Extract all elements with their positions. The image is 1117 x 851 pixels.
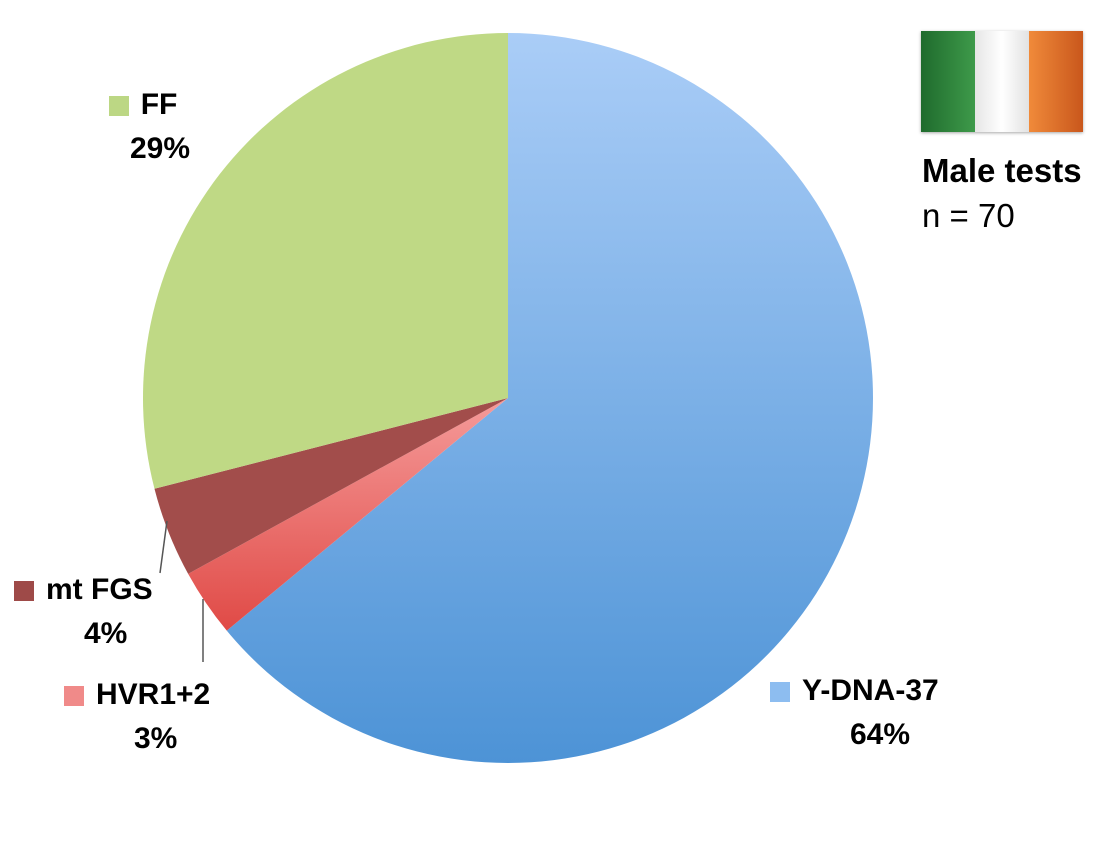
slice-ff	[142, 33, 508, 489]
ireland-flag-icon	[921, 31, 1083, 132]
ff-percent: 29%	[130, 132, 191, 165]
hvr-label: HVR1+2	[96, 678, 211, 711]
slice-mt-fgs	[154, 398, 508, 574]
chart-subtitle: n = 70	[922, 197, 1015, 234]
ff-label: FF	[140, 88, 178, 121]
slice-label-ydna: Y-DNA-37 64%	[770, 676, 939, 750]
mt-fgs-swatch	[14, 581, 34, 602]
flag-white-band	[975, 31, 1029, 132]
ff-swatch	[108, 96, 129, 117]
flag-orange-band	[1029, 31, 1083, 132]
ydna-swatch	[770, 682, 790, 703]
mt-fgs-label: mt FGS	[46, 573, 153, 606]
slice-label-ff: FF 29%	[96, 90, 190, 164]
ydna-label: Y-DNA-37	[802, 674, 939, 707]
slice-hvr1-2	[188, 398, 508, 631]
mt-fgs-percent: 4%	[84, 617, 128, 650]
chart-title: Male tests	[922, 152, 1082, 189]
ydna-percent: 64%	[850, 718, 911, 751]
hvr-swatch	[64, 686, 84, 707]
slice-label-hvr: HVR1+2 3%	[64, 680, 210, 754]
slice-y-dna-37	[226, 33, 873, 764]
hvr-percent: 3%	[134, 722, 178, 755]
leader-line-mt-fgs	[159, 520, 168, 574]
leader-lines	[159, 520, 204, 662]
flag-green-band	[921, 31, 975, 132]
slice-label-mt-fgs: mt FGS 4%	[14, 575, 153, 649]
